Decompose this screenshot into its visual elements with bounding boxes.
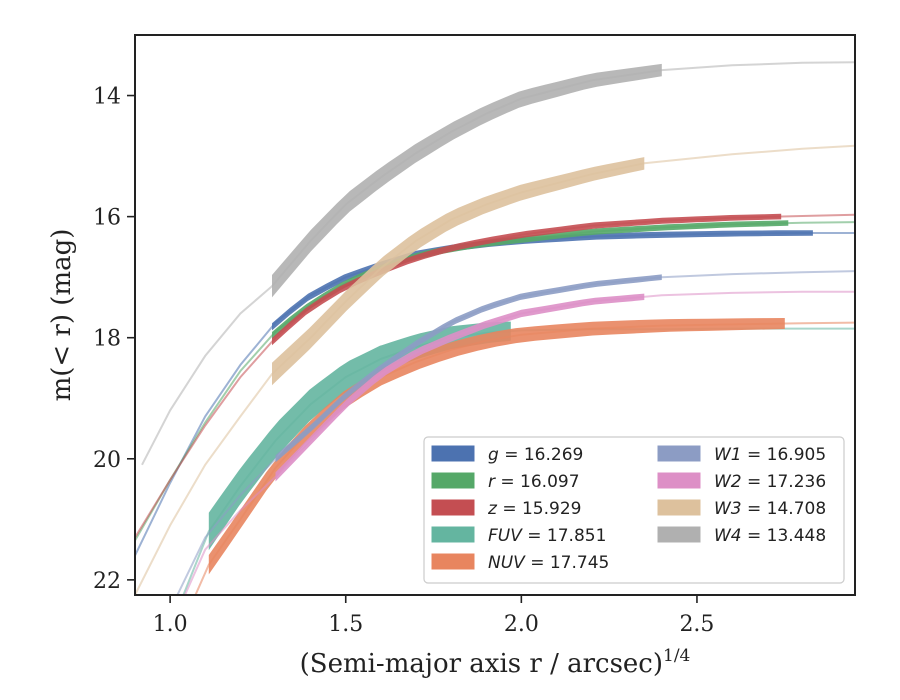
series-band-fuv xyxy=(208,321,511,551)
legend-label: W2 = 17.236 xyxy=(714,472,826,492)
legend-swatch xyxy=(657,445,701,462)
legend-swatch xyxy=(657,472,701,489)
y-tick-label: 14 xyxy=(93,85,121,110)
legend-item-z: z = 15.929 xyxy=(431,499,581,519)
y-tick-label: 20 xyxy=(93,448,121,473)
x-axis-title-exponent: 1/4 xyxy=(663,646,690,666)
legend-swatch xyxy=(431,499,475,516)
legend-swatch xyxy=(431,553,475,570)
y-tick-label: 16 xyxy=(93,206,121,231)
series-band-w1 xyxy=(275,274,662,463)
legend-swatch xyxy=(657,526,701,543)
legend-item-r: r = 16.097 xyxy=(431,472,580,492)
legend-label: W4 = 13.448 xyxy=(714,526,826,546)
y-tick-label: 22 xyxy=(93,569,121,594)
legend-swatch xyxy=(431,445,475,462)
legend-item-w3: W3 = 14.708 xyxy=(657,499,826,519)
plot-area xyxy=(135,61,855,595)
x-tick-label: 1.5 xyxy=(328,612,363,637)
legend-label: NUV = 17.745 xyxy=(488,553,609,573)
legend-label: g = 16.269 xyxy=(488,445,583,465)
y-tick-label: 18 xyxy=(93,327,121,352)
y-axis-title: m(< r) (mag) xyxy=(47,229,77,402)
x-tick-label: 2.0 xyxy=(504,612,539,637)
legend-swatch xyxy=(431,472,475,489)
legend-item-nuv: NUV = 17.745 xyxy=(431,553,609,573)
x-axis-title-main: (Semi-major axis r / arcsec) xyxy=(300,649,663,679)
x-tick-label: 1.0 xyxy=(153,612,188,637)
x-axis: 1.0 1.5 2.0 2.5 xyxy=(153,595,714,637)
legend-box xyxy=(423,436,845,584)
legend-label: z = 15.929 xyxy=(487,499,581,519)
y-axis: 14 16 18 20 22 xyxy=(93,85,135,594)
plot-frame xyxy=(134,34,856,596)
legend-label: W1 = 16.905 xyxy=(714,445,826,465)
legend-label: FUV = 17.851 xyxy=(488,526,606,546)
x-tick-label: 2.5 xyxy=(679,612,714,637)
legend-swatch xyxy=(431,526,475,543)
legend-item-w4: W4 = 13.448 xyxy=(657,526,826,546)
x-axis-title: (Semi-major axis r / arcsec)1/4 xyxy=(300,646,691,679)
legend-item-w1: W1 = 16.905 xyxy=(657,445,826,465)
series-band-w2 xyxy=(275,293,645,482)
legend: g = 16.269 r = 16.097 z = 15.929 FUV = 17.8… xyxy=(423,436,845,584)
legend-swatch xyxy=(657,499,701,516)
legend-item-w2: W2 = 17.236 xyxy=(657,472,826,492)
legend-item-fuv: FUV = 17.851 xyxy=(431,526,606,546)
legend-label: r = 16.097 xyxy=(488,472,580,492)
legend-item-g: g = 16.269 xyxy=(431,445,583,465)
legend-label: W3 = 14.708 xyxy=(714,499,826,519)
